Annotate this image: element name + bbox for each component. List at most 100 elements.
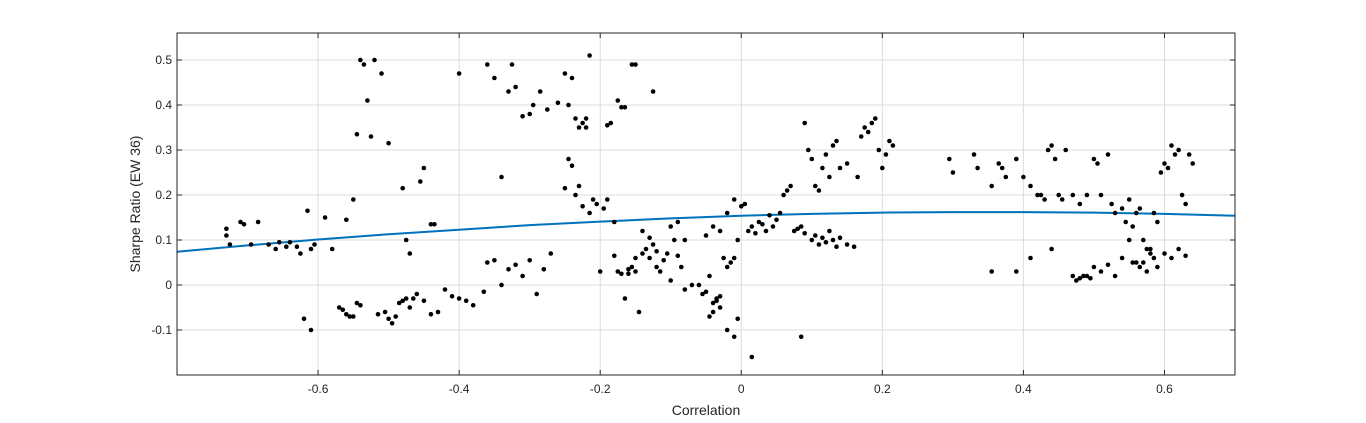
data-point bbox=[844, 161, 850, 166]
data-point bbox=[513, 84, 518, 90]
data-point bbox=[336, 305, 342, 310]
data-point bbox=[241, 222, 247, 227]
data-point bbox=[389, 321, 395, 326]
data-point bbox=[354, 300, 360, 306]
data-point bbox=[312, 242, 317, 247]
data-point bbox=[227, 242, 233, 247]
data-point bbox=[1049, 143, 1054, 148]
data-point bbox=[622, 105, 628, 110]
data-point bbox=[703, 233, 709, 238]
data-point bbox=[999, 165, 1005, 171]
data-point bbox=[844, 242, 850, 247]
data-point bbox=[1038, 192, 1044, 198]
fit-line-layer bbox=[176, 211, 1236, 253]
data-point bbox=[703, 289, 709, 295]
data-point bbox=[573, 116, 578, 121]
data-point bbox=[629, 62, 635, 67]
data-point bbox=[1098, 192, 1104, 198]
data-point bbox=[428, 222, 434, 227]
data-point bbox=[890, 143, 896, 148]
data-point bbox=[633, 255, 638, 261]
data-point bbox=[802, 120, 807, 126]
data-point bbox=[813, 183, 818, 189]
data-point bbox=[622, 296, 628, 301]
plot-area bbox=[177, 33, 1235, 375]
data-point bbox=[351, 314, 356, 319]
data-point bbox=[767, 213, 772, 218]
data-point bbox=[418, 179, 423, 184]
data-point bbox=[1035, 192, 1040, 198]
data-point bbox=[372, 57, 377, 63]
data-point bbox=[1130, 260, 1135, 265]
data-point bbox=[717, 228, 723, 234]
data-point bbox=[1056, 192, 1061, 198]
data-point bbox=[816, 188, 822, 193]
data-point bbox=[633, 62, 638, 67]
data-point bbox=[1162, 161, 1167, 166]
data-point bbox=[470, 303, 476, 308]
data-point bbox=[428, 312, 434, 317]
data-point bbox=[1095, 161, 1100, 166]
data-point bbox=[633, 269, 638, 274]
data-point bbox=[534, 291, 539, 297]
data-point bbox=[411, 296, 416, 301]
data-point bbox=[322, 215, 328, 220]
data-point bbox=[344, 217, 349, 223]
data-point bbox=[756, 219, 762, 225]
y-tick-label: 0.5 bbox=[155, 53, 172, 67]
y-tick-label: 0.1 bbox=[155, 233, 172, 247]
data-point bbox=[555, 100, 561, 106]
data-point bbox=[731, 197, 737, 202]
data-point bbox=[1003, 174, 1009, 180]
data-point bbox=[862, 125, 867, 130]
data-point bbox=[1134, 260, 1139, 265]
data-point bbox=[760, 222, 765, 227]
data-point bbox=[710, 300, 716, 306]
data-point bbox=[562, 185, 568, 191]
data-point bbox=[580, 120, 585, 126]
data-point bbox=[717, 305, 723, 310]
data-point bbox=[1109, 201, 1114, 207]
data-point bbox=[763, 228, 769, 234]
data-point bbox=[608, 120, 614, 126]
data-point bbox=[795, 226, 800, 232]
data-point bbox=[682, 237, 688, 243]
data-point bbox=[456, 71, 462, 76]
data-point bbox=[619, 271, 624, 277]
data-point bbox=[583, 116, 589, 121]
data-point bbox=[1172, 152, 1178, 157]
data-point bbox=[1169, 143, 1174, 148]
data-point bbox=[1081, 273, 1086, 279]
fit-curve bbox=[176, 211, 1236, 253]
data-point bbox=[816, 242, 822, 247]
data-point bbox=[379, 71, 384, 76]
data-point bbox=[1169, 255, 1174, 261]
data-point bbox=[513, 262, 518, 268]
data-point bbox=[548, 251, 554, 256]
data-point bbox=[996, 161, 1001, 166]
data-point bbox=[361, 62, 367, 67]
data-point bbox=[224, 226, 229, 232]
data-point bbox=[1088, 276, 1093, 281]
y-tick-label: 0 bbox=[165, 278, 172, 292]
data-point bbox=[873, 116, 878, 121]
data-point bbox=[545, 107, 550, 112]
data-point bbox=[1077, 276, 1083, 281]
data-point bbox=[971, 152, 977, 157]
data-point bbox=[1052, 156, 1058, 162]
data-point bbox=[689, 282, 695, 288]
data-point bbox=[340, 307, 346, 313]
data-point bbox=[407, 251, 413, 256]
data-point bbox=[1183, 253, 1188, 259]
data-point bbox=[499, 174, 504, 180]
data-point bbox=[301, 316, 307, 322]
data-point bbox=[777, 210, 783, 216]
data-point bbox=[1176, 246, 1181, 252]
data-point bbox=[827, 174, 832, 180]
data-point bbox=[400, 298, 406, 304]
data-point bbox=[724, 327, 730, 333]
data-point bbox=[1179, 192, 1185, 198]
data-point bbox=[1126, 237, 1132, 243]
data-point bbox=[830, 237, 836, 243]
